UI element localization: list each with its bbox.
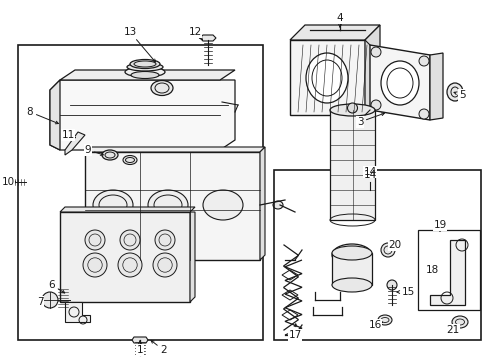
Ellipse shape <box>127 63 163 71</box>
Text: 5: 5 <box>453 90 465 100</box>
Ellipse shape <box>130 59 160 68</box>
Polygon shape <box>60 70 235 80</box>
Text: 7: 7 <box>37 297 43 307</box>
Text: 3: 3 <box>356 113 384 127</box>
Ellipse shape <box>331 244 371 266</box>
Polygon shape <box>429 53 442 120</box>
Circle shape <box>42 292 58 308</box>
Ellipse shape <box>123 156 137 165</box>
Circle shape <box>370 47 380 57</box>
Circle shape <box>153 253 177 277</box>
Ellipse shape <box>151 81 173 95</box>
Polygon shape <box>65 132 85 155</box>
Circle shape <box>120 230 140 250</box>
Ellipse shape <box>272 201 283 209</box>
Ellipse shape <box>131 72 159 78</box>
Text: 16: 16 <box>367 320 382 330</box>
Circle shape <box>418 56 428 66</box>
Ellipse shape <box>446 83 462 101</box>
Text: 12: 12 <box>188 27 202 40</box>
Bar <box>417 230 479 310</box>
Text: 2: 2 <box>151 341 166 355</box>
Text: 18: 18 <box>425 265 438 275</box>
Circle shape <box>118 253 142 277</box>
Polygon shape <box>260 147 264 260</box>
Polygon shape <box>50 80 60 150</box>
Ellipse shape <box>329 104 374 116</box>
Polygon shape <box>50 80 235 150</box>
Text: 20: 20 <box>387 240 401 250</box>
Bar <box>331 253 371 285</box>
Bar <box>60 212 190 302</box>
Polygon shape <box>190 212 195 302</box>
Polygon shape <box>429 240 464 305</box>
Polygon shape <box>60 207 195 212</box>
Ellipse shape <box>331 246 371 260</box>
Text: 1: 1 <box>137 341 143 355</box>
Bar <box>329 110 374 220</box>
Polygon shape <box>65 302 90 322</box>
Polygon shape <box>85 147 264 152</box>
Polygon shape <box>289 25 379 40</box>
Polygon shape <box>200 35 216 41</box>
Circle shape <box>418 109 428 119</box>
Bar <box>85 152 260 260</box>
Text: 13: 13 <box>123 27 155 62</box>
Polygon shape <box>369 45 429 120</box>
Circle shape <box>370 100 380 110</box>
Bar <box>273 170 480 340</box>
Text: 15: 15 <box>396 287 414 297</box>
Text: 14: 14 <box>363 167 376 177</box>
Ellipse shape <box>148 190 187 220</box>
Ellipse shape <box>380 61 418 105</box>
Text: 9: 9 <box>84 145 103 155</box>
Circle shape <box>83 253 107 277</box>
Ellipse shape <box>380 243 394 257</box>
Polygon shape <box>364 25 379 115</box>
Polygon shape <box>132 337 148 343</box>
Text: 11: 11 <box>61 130 75 140</box>
Text: 6: 6 <box>49 280 64 293</box>
Text: 4: 4 <box>336 13 343 27</box>
Ellipse shape <box>125 67 164 77</box>
Ellipse shape <box>331 278 371 292</box>
Ellipse shape <box>451 316 467 328</box>
Circle shape <box>85 230 105 250</box>
Text: 19: 19 <box>432 220 446 231</box>
Ellipse shape <box>102 150 118 160</box>
Ellipse shape <box>305 53 347 103</box>
Circle shape <box>347 103 357 113</box>
Text: 8: 8 <box>27 107 58 124</box>
Text: 14: 14 <box>363 170 376 180</box>
Ellipse shape <box>377 315 391 325</box>
Text: 17: 17 <box>288 324 301 340</box>
Text: 21: 21 <box>446 324 459 335</box>
Ellipse shape <box>93 190 133 220</box>
Text: 10: 10 <box>1 177 15 187</box>
Circle shape <box>155 230 175 250</box>
Circle shape <box>386 280 396 290</box>
Bar <box>289 40 364 115</box>
Circle shape <box>5 177 15 187</box>
Bar <box>18 45 263 340</box>
Ellipse shape <box>203 190 243 220</box>
